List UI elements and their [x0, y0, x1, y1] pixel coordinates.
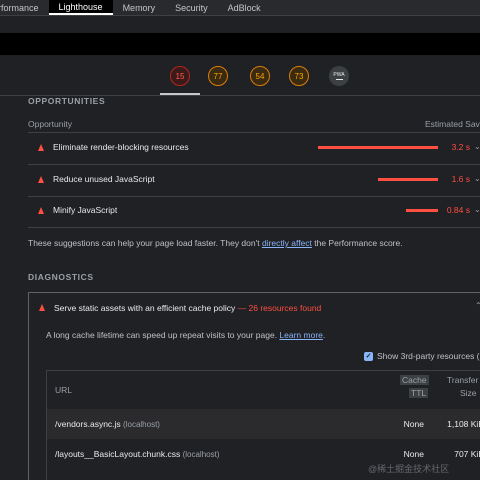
learn-more-link[interactable]: Learn more: [279, 330, 323, 340]
table-row[interactable]: /vendors.async.js (localhost) None 1,108…: [47, 409, 480, 439]
transfer-size-header-line2: Size: [460, 388, 477, 398]
tab-lighthouse[interactable]: Lighthouse: [48, 0, 113, 15]
chevron-down-icon[interactable]: ⌄: [474, 174, 480, 183]
savings-value: 0.84 s: [446, 205, 470, 215]
divider: [28, 132, 480, 133]
pwa-label: PWA: [333, 71, 345, 78]
checkbox-checked-icon[interactable]: ✓: [364, 351, 373, 361]
resource-url: /vendors.async.js (localhost): [55, 419, 160, 429]
watermark: @稀土掘金技术社区: [368, 464, 450, 474]
chevron-down-icon[interactable]: ⌄: [474, 142, 480, 151]
opportunity-column-header: Opportunity: [28, 119, 72, 129]
cache-ttl-value: None: [403, 419, 424, 429]
best-practices-score: 54: [255, 71, 265, 81]
transfer-size-value: 1,108 KiB: [447, 419, 480, 429]
table-row[interactable]: /layouts__BasicLayout.chunk.css (localho…: [47, 439, 480, 469]
audit-detail: 26 resources found: [248, 303, 322, 313]
savings-column-header: Estimated Savings: [425, 119, 480, 129]
fail-triangle-icon: [38, 176, 44, 183]
active-gauge-indicator: [160, 93, 200, 95]
toolbar: [0, 16, 480, 33]
tab-performance[interactable]: rformance: [0, 2, 39, 13]
url-host: (localhost): [182, 450, 220, 459]
resources-table: URL Cache TTL Transfer Size /vendors.asy…: [46, 370, 480, 480]
pwa-badge[interactable]: PWA: [329, 66, 349, 86]
audit-separator: —: [235, 303, 249, 313]
performance-score: 15: [175, 71, 185, 81]
savings-value: 3.2 s: [451, 142, 470, 152]
diagnostics-heading: DIAGNOSTICS: [28, 272, 94, 282]
opportunity-label: Minify JavaScript: [53, 205, 118, 215]
chevron-down-icon[interactable]: ⌄: [474, 205, 480, 214]
savings-bar: [378, 178, 438, 181]
tab-adblock[interactable]: AdBlock: [227, 2, 261, 13]
cache-ttl-header-line2: TTL: [409, 388, 429, 398]
divider: [28, 164, 480, 165]
fail-triangle-icon: [38, 144, 44, 151]
divider: [28, 196, 480, 197]
cache-policy-audit: Serve static assets with an efficient ca…: [28, 292, 480, 480]
third-party-toggle[interactable]: ✓ Show 3rd-party resources (14): [364, 351, 480, 361]
accessibility-score-gauge[interactable]: 77: [208, 66, 228, 86]
cache-ttl-value: None: [403, 449, 424, 459]
url-host: (localhost): [123, 420, 160, 429]
url-text: /vendors.async.js: [55, 419, 121, 429]
directly-affect-link[interactable]: directly affect: [261, 238, 312, 248]
opportunity-label: Eliminate render-blocking resources: [53, 142, 189, 152]
tab-security[interactable]: Security: [175, 2, 208, 13]
seo-score-gauge[interactable]: 73: [289, 66, 309, 86]
chevron-up-icon[interactable]: ⌃: [475, 301, 480, 310]
savings-value: 1.6 s: [451, 174, 470, 184]
divider: [28, 227, 480, 228]
cache-ttl-header-line1: Cache: [400, 375, 429, 385]
fail-triangle-icon: [38, 207, 44, 214]
url-text: /layouts__BasicLayout.chunk.css: [55, 449, 181, 459]
note-text-end: the Performance score.: [311, 238, 403, 248]
best-practices-score-gauge[interactable]: 54: [250, 66, 270, 86]
pwa-dash: [335, 78, 343, 81]
note-text: These suggestions can help your page loa…: [28, 238, 262, 248]
description-end: .: [322, 330, 326, 340]
resource-url: /layouts__BasicLayout.chunk.css (localho…: [55, 449, 220, 459]
url-column-header: URL: [55, 385, 73, 395]
tab-memory[interactable]: Memory: [122, 2, 156, 13]
performance-score-gauge[interactable]: 15: [170, 66, 190, 86]
accessibility-score: 77: [213, 71, 223, 81]
savings-bar: [318, 146, 438, 149]
report-url-bar: [0, 33, 480, 55]
third-party-label: Show 3rd-party resources (14): [377, 351, 480, 361]
opportunity-row[interactable]: Minify JavaScript 0.84 s ⌄: [28, 196, 480, 227]
score-gauges: 15 77 54 73 PWA: [0, 56, 480, 96]
audit-title: Serve static assets with an efficient ca…: [54, 303, 236, 313]
transfer-size-header-line1: Transfer: [447, 375, 479, 385]
fail-triangle-icon: [39, 304, 45, 311]
opportunity-row[interactable]: Reduce unused JavaScript 1.6 s ⌄: [28, 165, 480, 196]
opportunity-row[interactable]: Eliminate render-blocking resources 3.2 …: [28, 133, 480, 164]
description-text: A long cache lifetime can speed up repea…: [46, 330, 280, 340]
opportunities-note: These suggestions can help your page loa…: [28, 238, 403, 248]
report-content: OPPORTUNITIES Opportunity Estimated Savi…: [0, 96, 480, 480]
seo-score: 73: [294, 71, 304, 81]
opportunities-heading: OPPORTUNITIES: [28, 96, 106, 106]
opportunity-label: Reduce unused JavaScript: [53, 174, 155, 184]
transfer-size-value: 707 KiB: [454, 449, 480, 459]
audit-title-row[interactable]: Serve static assets with an efficient ca…: [54, 303, 321, 313]
savings-bar: [406, 209, 438, 212]
devtools-tab-bar: rformance Lighthouse Memory Security AdB…: [0, 0, 480, 16]
audit-description: A long cache lifetime can speed up repea…: [46, 330, 325, 340]
table-header: URL Cache TTL Transfer Size: [47, 371, 480, 409]
